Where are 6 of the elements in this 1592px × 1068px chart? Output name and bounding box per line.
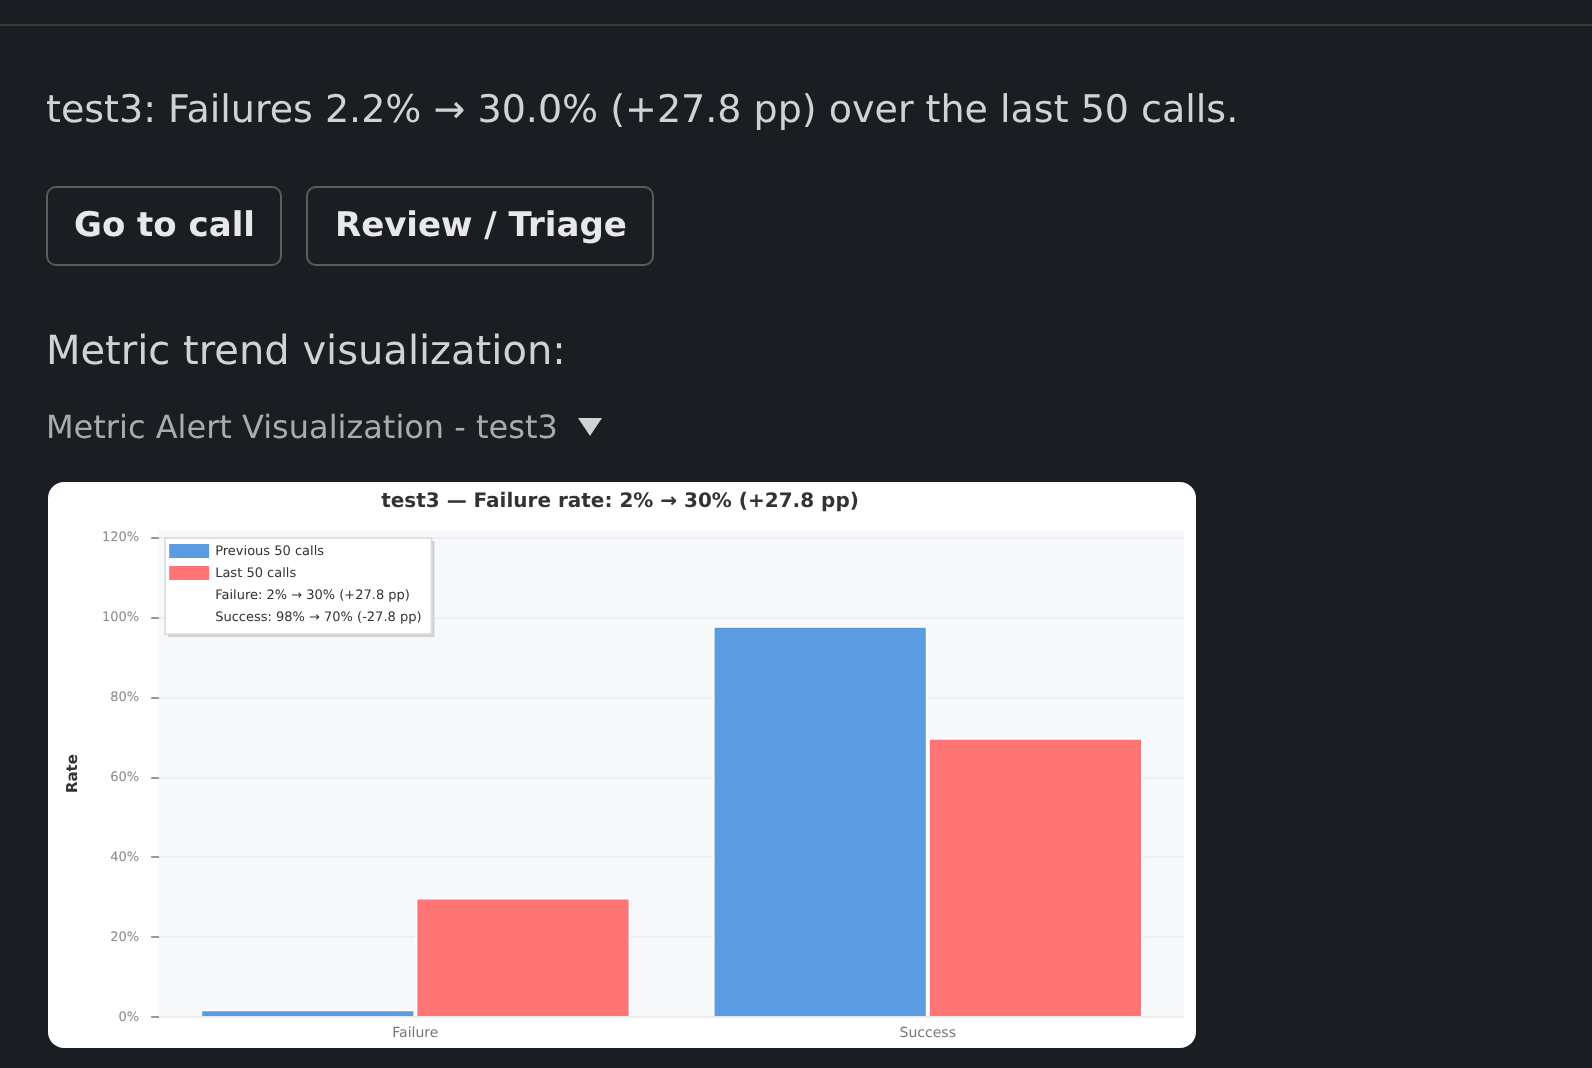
- text: Go to call: [46, 186, 283, 266]
- text: Metric Alert Visualization - test3: [46, 408, 558, 446]
- text: test3: Failures 2.2% → 30.0% (+27.8 pp) over the last 50 calls.: [46, 88, 1239, 132]
- text: Review / Triage: [306, 186, 655, 266]
- chart-title: test3 — Failure rate: 2% → 30% (+27.8 pp): [381, 491, 859, 514]
- text: Metric trend visualization:: [46, 326, 566, 374]
